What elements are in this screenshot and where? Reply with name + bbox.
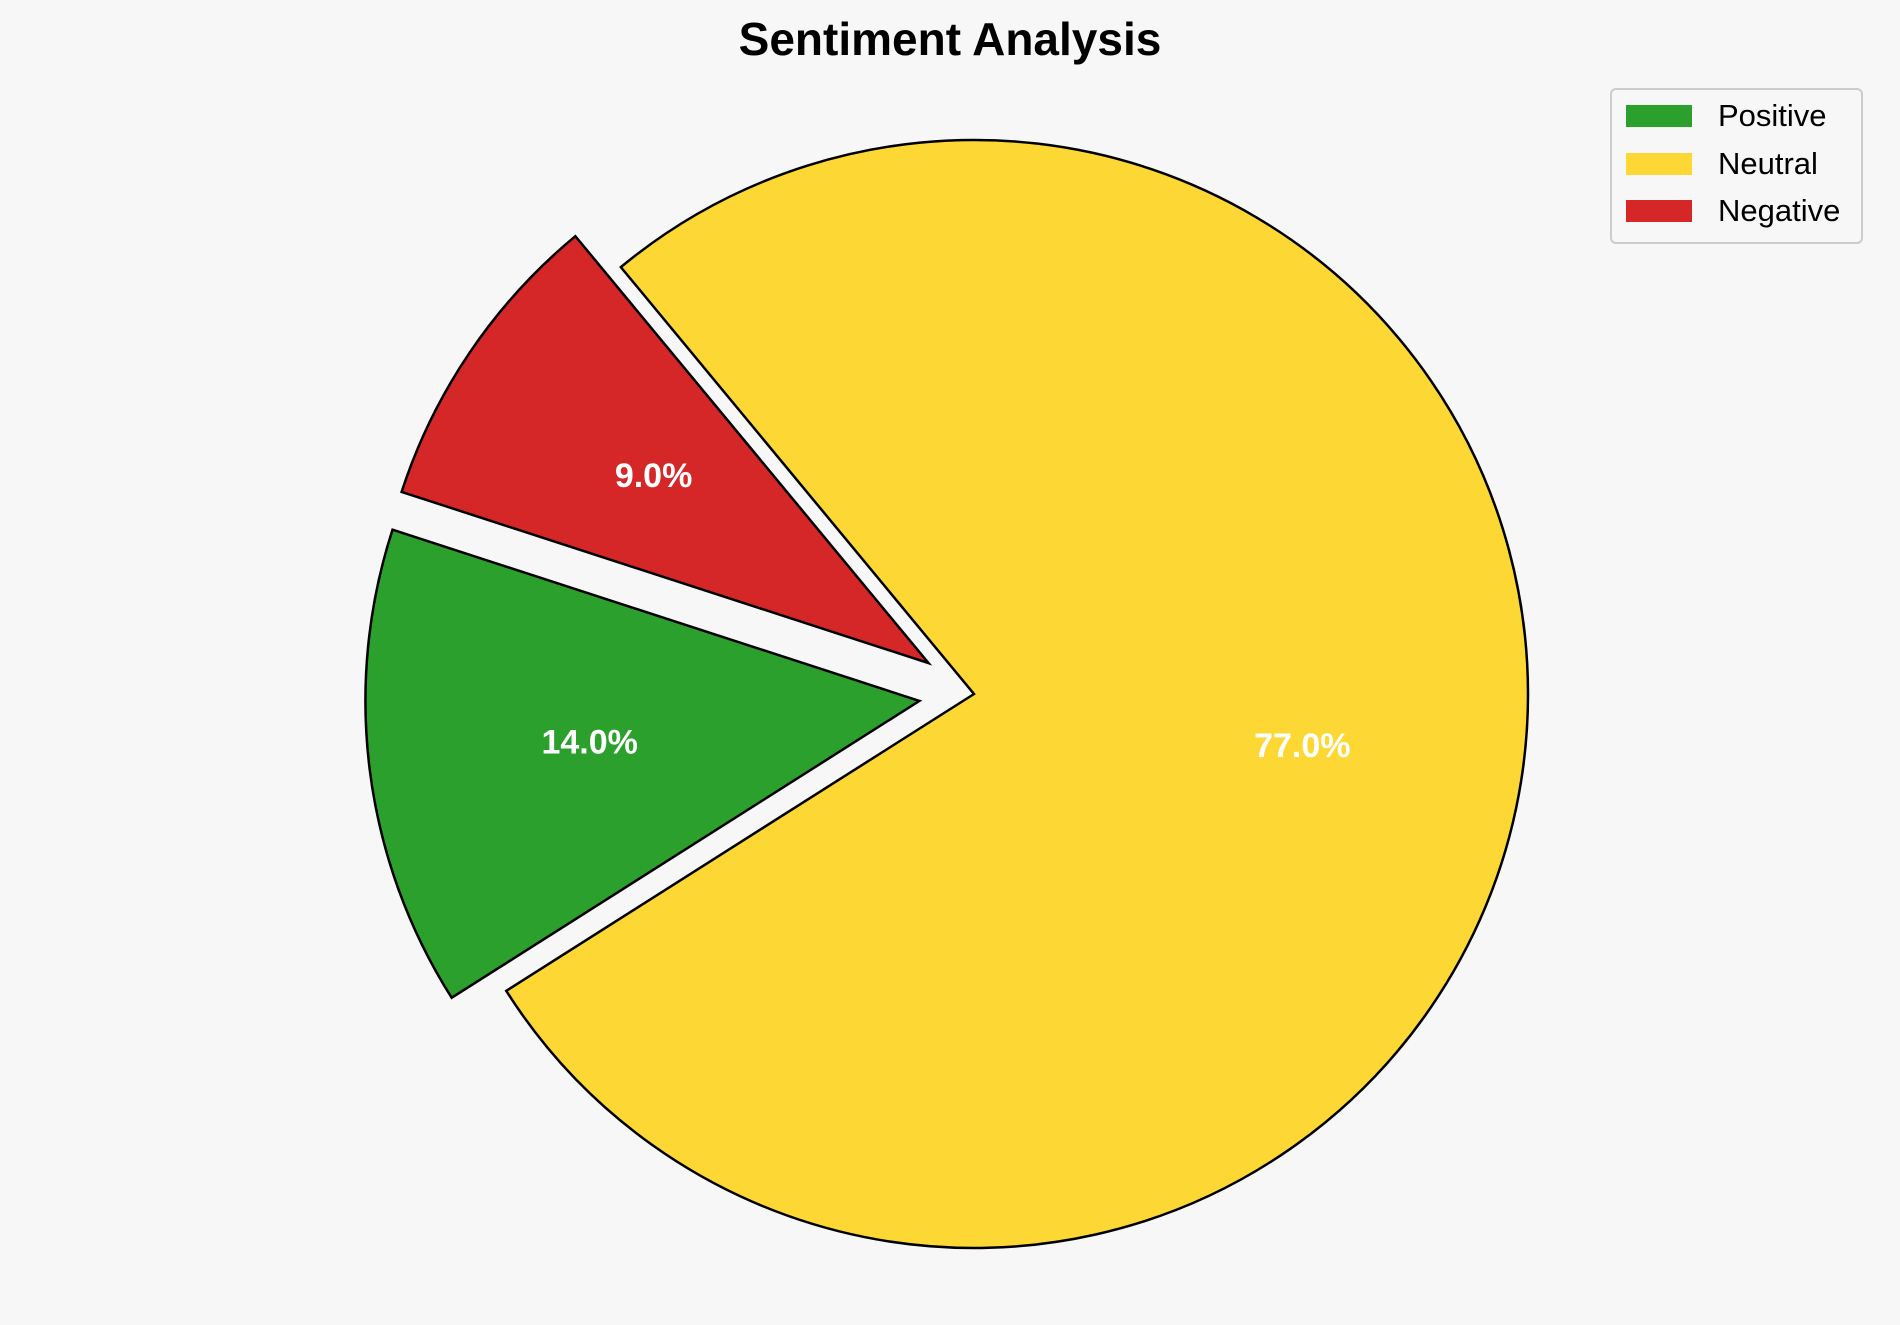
slice-label-positive: 14.0% — [541, 724, 637, 762]
legend-label-neutral: Neutral — [1718, 146, 1818, 181]
legend-swatch-neutral — [1626, 153, 1692, 175]
chart-title: Sentiment Analysis — [739, 13, 1162, 65]
legend-swatch-positive — [1626, 105, 1692, 127]
legend-label-positive: Positive — [1718, 98, 1827, 133]
legend-label-negative: Negative — [1718, 193, 1840, 228]
legend: Positive Neutral Negative — [1610, 88, 1863, 244]
pie-slice-neutral — [504, 138, 1530, 1250]
pie-slice-negative — [400, 234, 933, 666]
pie-slice-positive — [364, 528, 923, 1000]
pie-slices — [364, 138, 1530, 1250]
legend-item-neutral: Neutral — [1626, 146, 1818, 181]
slice-label-neutral: 77.0% — [1254, 727, 1350, 765]
slice-label-negative: 9.0% — [615, 457, 693, 495]
legend-item-positive: Positive — [1626, 98, 1827, 133]
pie-slice-labels: 14.0% 77.0% 9.0% — [541, 457, 1350, 765]
legend-swatch-negative — [1626, 200, 1692, 222]
legend-item-negative: Negative — [1626, 193, 1840, 228]
